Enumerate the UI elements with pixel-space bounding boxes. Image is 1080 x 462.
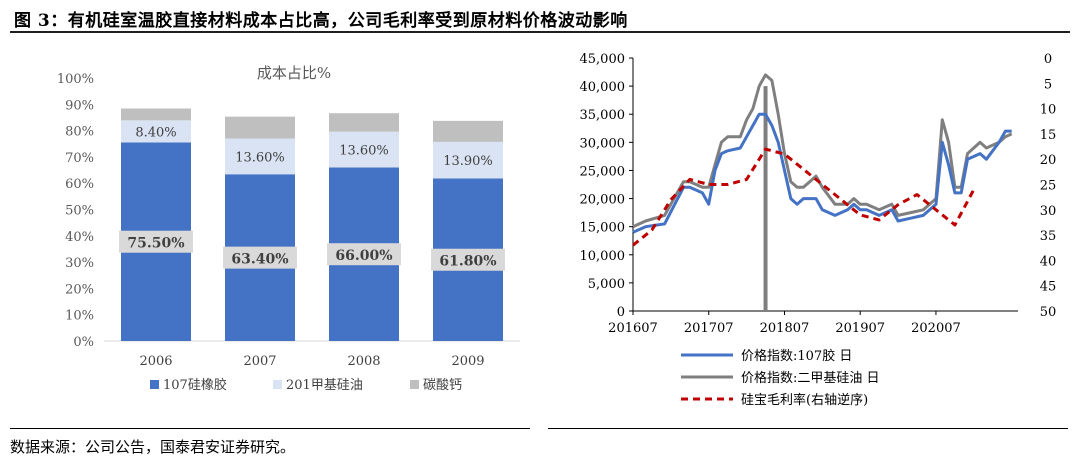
left-ytick-label: 40,000 [580, 80, 626, 95]
data-label: 63.40% [231, 252, 288, 268]
bar-xtick-label: 2007 [243, 354, 276, 369]
x-tick-label: 202007 [911, 321, 961, 336]
legend-label: 价格指数:二甲基硅油 日 [741, 370, 880, 386]
left-ytick-label: 25,000 [580, 164, 626, 179]
bar-ytick-label: 80% [65, 125, 94, 140]
legend-swatch [410, 380, 419, 389]
bar-segment [433, 120, 503, 142]
left-ytick-label: 0 [617, 305, 625, 320]
x-tick-label: 201707 [684, 321, 734, 336]
bar-ytick-label: 40% [65, 230, 94, 245]
bar-xtick-label: 2006 [139, 354, 172, 369]
bar-ytick-label: 30% [65, 256, 94, 271]
series-line [632, 112, 1012, 234]
bar-ytick-label: 10% [65, 309, 94, 324]
bar-segment [329, 131, 399, 168]
data-label: 61.80% [439, 254, 496, 270]
data-label: 13.60% [339, 144, 389, 159]
bar-ytick-label: 0% [73, 335, 94, 350]
right-ytick-label: 10 [1040, 103, 1057, 118]
legend-label: 201甲基硅油 [286, 378, 363, 393]
left-ytick-label: 5,000 [588, 277, 625, 292]
x-tick-label: 201607 [608, 321, 658, 336]
bar-ytick-label: 100% [57, 72, 94, 87]
source-note: 数据来源：公司公告，国泰君安证券研究。 [10, 438, 296, 456]
legend-label: 碳酸钙 [423, 378, 462, 393]
bar-xtick-label: 2009 [451, 354, 484, 369]
right-ytick-label: 25 [1040, 179, 1057, 194]
data-label: 13.60% [235, 150, 285, 165]
legend-label: 107硅橡胶 [163, 377, 227, 393]
bar-segment [121, 120, 191, 143]
series-line [632, 147, 976, 247]
data-label: 75.50% [127, 236, 184, 252]
data-label: 13.90% [443, 154, 493, 169]
data-label-box [327, 243, 401, 266]
cost-share-bar-chart: 成本占比% 0%10%20%30%40%50%60%70%80%90%100% … [57, 64, 520, 393]
bar-segment [225, 116, 295, 139]
left-ytick-label: 45,000 [580, 52, 626, 67]
right-ytick-label: 20 [1040, 153, 1057, 168]
x-tick-label: 201807 [760, 321, 810, 336]
bar-ytick-label: 60% [65, 177, 94, 192]
x-tick-label: 201907 [835, 321, 885, 336]
data-label-box [431, 248, 505, 271]
data-label-box [119, 230, 193, 253]
right-ytick-label: 35 [1040, 229, 1057, 244]
figure-title: 图 3：有机硅室温胶直接材料成本占比高，公司毛利率受到原材料价格波动影响 [14, 11, 628, 31]
right-ytick-label: 50 [1040, 305, 1057, 320]
bar-segment [225, 138, 295, 175]
bar-ytick-label: 90% [65, 98, 94, 113]
data-label: 8.40% [135, 125, 176, 140]
right-ytick-label: 15 [1040, 128, 1057, 143]
legend-label: 硅宝毛利率(右轴逆序) [741, 392, 868, 408]
bar-segment [329, 113, 399, 132]
legend-swatch [150, 380, 159, 389]
price-index-line-chart: 0 5,000 10,000 15,000 20,000 25,000 30,000 35,0… [580, 52, 1057, 408]
data-label-box [223, 246, 297, 269]
bar-segment [121, 108, 191, 121]
left-ytick-label: 35,000 [580, 108, 626, 123]
bar-xtick-label: 2008 [347, 354, 380, 369]
right-bottom-rule [548, 428, 1068, 429]
legend-swatch [273, 380, 282, 389]
title-rule [10, 31, 1070, 33]
left-ytick-label: 30,000 [580, 136, 626, 151]
right-ytick-label: 30 [1040, 204, 1057, 219]
right-ytick-label: 40 [1040, 254, 1057, 269]
bar-segment [433, 141, 503, 179]
data-label: 66.00% [335, 248, 392, 264]
left-ytick-label: 10,000 [580, 249, 626, 264]
left-ytick-label: 20,000 [580, 193, 626, 208]
right-ytick-label: 45 [1040, 280, 1057, 295]
bar-ytick-label: 70% [65, 151, 94, 166]
right-ytick-label: 0 [1044, 52, 1052, 67]
bar-ytick-label: 50% [65, 204, 94, 219]
bar-ytick-label: 20% [65, 282, 94, 297]
left-ytick-label: 15,000 [580, 221, 626, 236]
right-ytick-label: 5 [1044, 77, 1052, 92]
left-bottom-rule [10, 428, 530, 429]
legend-label: 价格指数:107胶 日 [741, 348, 852, 364]
bar-chart-title: 成本占比% [257, 64, 331, 82]
series-line [632, 73, 1013, 229]
